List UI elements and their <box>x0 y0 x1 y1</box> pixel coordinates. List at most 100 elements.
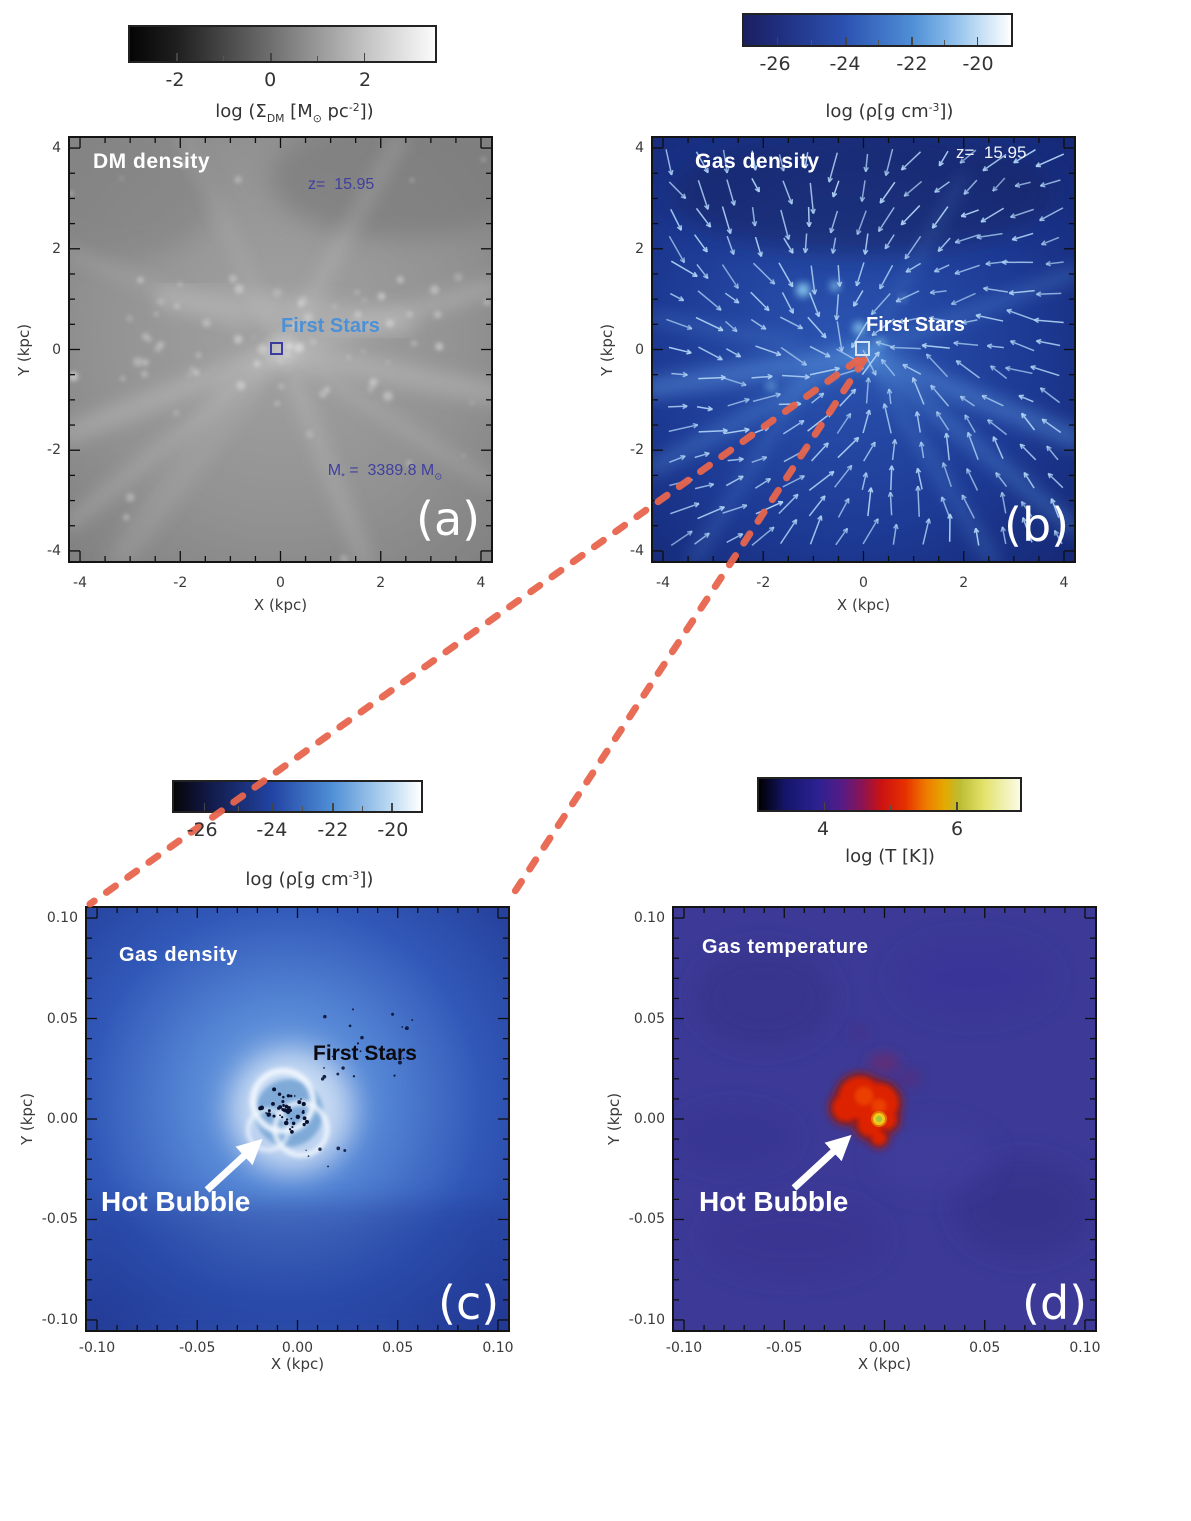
cb-label-text: [M <box>284 101 313 122</box>
colorbar-gas-density-top-label: log (ρ[g cm-3]) <box>803 80 954 143</box>
y-axis-label: Y (kpc) <box>598 323 616 376</box>
panel-c-gas-density-zoom-map <box>85 906 510 1332</box>
y-tick-label: 4 <box>52 140 61 157</box>
colorbar-tick <box>956 802 958 810</box>
panel-b-redshift-label: z= 15.95 <box>956 143 1027 162</box>
colorbar-minor-tick <box>890 805 892 810</box>
x-tick-label: 0.10 <box>1069 1340 1101 1356</box>
colorbar-gas-density-zoom <box>172 780 423 813</box>
panel-a-redshift-label: z= 15.95 <box>308 176 375 193</box>
mass-symbol: M <box>327 462 342 479</box>
colorbar-gas-temperature-label: log (T [K]) <box>845 846 935 867</box>
panel-d-gas-temperature-zoom-map <box>672 906 1097 1332</box>
x-tick-label: 0.05 <box>969 1340 1001 1356</box>
x-tick-label: -4 <box>656 575 670 591</box>
colorbar-tick-label: 4 <box>816 818 830 840</box>
y-tick-label: 4 <box>635 140 644 157</box>
y-tick-label: -2 <box>630 442 644 459</box>
panel-c-title: Gas density <box>119 944 238 966</box>
y-tick-label: 0.05 <box>633 1010 665 1027</box>
y-tick-label: -0.05 <box>41 1211 78 1228</box>
colorbar-tick-label: -26 <box>186 819 218 841</box>
x-tick-label: 0 <box>859 575 868 591</box>
colorbar-tick <box>270 53 272 61</box>
colorbar-tick-label: -26 <box>759 53 791 75</box>
x-axis-label: X (kpc) <box>270 1355 325 1373</box>
colorbar-tick-label: -20 <box>962 53 994 75</box>
panel-b-letter: (b) <box>1004 498 1070 552</box>
colorbar-tick <box>203 803 206 811</box>
colorbar-tick <box>176 53 178 61</box>
mass-sun-sub: ⊙ <box>434 471 443 483</box>
x-tick-label: 4 <box>1059 575 1069 591</box>
cb-label-text: log (Σ <box>215 101 267 122</box>
colorbar-minor-tick <box>361 806 363 811</box>
panel-c-letter: (c) <box>438 1276 500 1330</box>
y-tick-label: 0.05 <box>46 1010 78 1027</box>
x-tick-label: 0.00 <box>868 1340 901 1356</box>
cb-label-sup: -2 <box>348 101 360 115</box>
panel-c-art <box>87 908 508 1330</box>
colorbar-tick <box>776 37 779 45</box>
y-tick-label: -0.10 <box>41 1311 78 1328</box>
colorbar-tick-label: -2 <box>165 69 185 91</box>
panel-a-title: DM density <box>93 150 211 173</box>
colorbar-minor-tick <box>223 56 225 61</box>
x-axis-label: X (kpc) <box>836 596 891 614</box>
colorbar-tick <box>272 803 274 811</box>
y-tick-label: -2 <box>47 442 61 459</box>
mass-value: = 3389.8 <box>344 462 421 479</box>
x-axis-label: X (kpc) <box>857 1355 912 1373</box>
colorbar-gas-density-zoom-label: log (ρ[g cm-3]) <box>223 848 373 911</box>
cb-label-text: log (ρ[g cm <box>825 101 929 122</box>
y-tick-label: -0.10 <box>628 1311 665 1328</box>
y-axis-label: Y (kpc) <box>18 1092 36 1146</box>
panel-c-first-stars-label: First Stars <box>313 1042 417 1065</box>
y-tick-label: -4 <box>47 542 61 559</box>
colorbar-tick <box>911 37 913 45</box>
colorbar-minor-tick <box>811 40 813 45</box>
panel-b-title: Gas density <box>695 150 820 173</box>
mass-symbol: M <box>420 462 435 479</box>
colorbar-tick-label: -24 <box>256 819 288 841</box>
colorbar-tick <box>363 53 366 61</box>
panel-d-hot-bubble-label: Hot Bubble <box>699 1186 849 1217</box>
x-tick-label: 0 <box>276 575 285 591</box>
cb-label-sup: -3 <box>928 101 940 115</box>
colorbar-tick-label: -20 <box>377 819 409 841</box>
panel-d-art <box>674 908 1095 1330</box>
cb-label-sup: -3 <box>348 869 360 883</box>
colorbar-tick <box>391 803 393 811</box>
first-star-particles <box>258 1008 414 1168</box>
y-axis-label: Y (kpc) <box>15 323 33 376</box>
x-tick-label: 0.05 <box>382 1340 414 1356</box>
colorbar-tick <box>976 37 979 45</box>
x-tick-label: -2 <box>756 575 771 591</box>
panel-a-zoom-region-marker <box>270 342 283 355</box>
y-tick-label: 0 <box>52 341 61 358</box>
x-tick-label: 4 <box>476 575 486 591</box>
colorbar-minor-tick <box>237 806 239 811</box>
x-tick-label: -0.10 <box>665 1340 703 1356</box>
x-tick-label: 2 <box>376 575 386 591</box>
colorbar-tick <box>845 37 847 45</box>
y-tick-label: -4 <box>630 542 644 559</box>
cb-label-text: log (ρ[g cm <box>245 869 349 890</box>
y-axis-label: Y (kpc) <box>605 1092 623 1146</box>
colorbar-tick-label: 2 <box>358 69 372 91</box>
colorbar-gas-density-top <box>742 13 1013 47</box>
x-axis-label: X (kpc) <box>253 596 308 614</box>
x-tick-label: -2 <box>173 575 188 591</box>
y-tick-label: -0.05 <box>628 1211 665 1228</box>
panel-b-first-stars-label: First Stars <box>866 314 965 336</box>
panel-c-hot-bubble-label: Hot Bubble <box>101 1186 251 1217</box>
x-tick-label: -0.05 <box>179 1340 216 1356</box>
x-tick-label: -0.10 <box>78 1340 116 1356</box>
cb-label-text: ]) <box>939 101 954 122</box>
y-tick-label: 0.00 <box>633 1111 665 1127</box>
colorbar-minor-tick <box>878 40 880 45</box>
panel-d-letter: (d) <box>1022 1276 1088 1330</box>
y-tick-label: 0.10 <box>633 910 665 927</box>
colorbar-minor-tick <box>943 40 945 45</box>
